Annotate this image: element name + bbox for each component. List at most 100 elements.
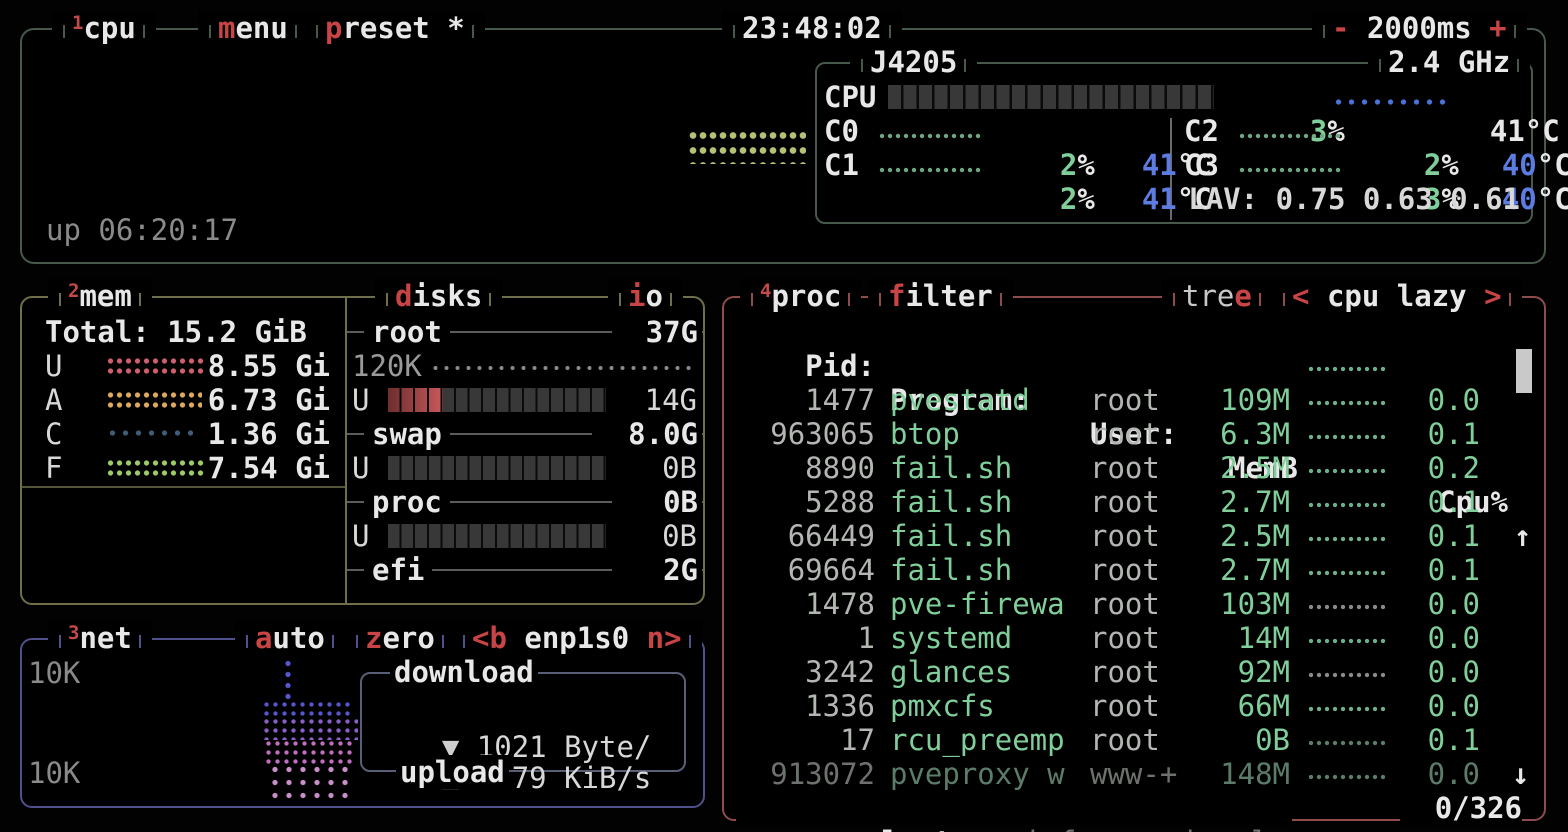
process-row[interactable]: 1477 pvestatd root 109M 0.0 <box>722 349 1542 417</box>
efi-rule <box>347 569 703 571</box>
core3-graph <box>1238 164 1344 174</box>
proc-cpu-graph <box>1307 635 1385 645</box>
sort-ascending-icon[interactable]: ↑ <box>1514 519 1532 553</box>
proc-cpu-graph <box>1307 567 1385 577</box>
mem-cached-value: 1.36 Gi <box>207 417 330 451</box>
disk-proc-meter <box>388 524 606 548</box>
cpu-frequency-chip: 2.4 GHz <box>1368 45 1531 79</box>
mem-used-value: 8.55 Gi <box>207 349 330 383</box>
process-row[interactable]: 963065 btop root 6.3M 0.1 <box>722 383 1542 451</box>
net-upload-graph <box>264 739 354 764</box>
core2-graph <box>1238 130 1344 140</box>
net-scale-top: 10K <box>28 656 81 690</box>
net-tab-number: 3 <box>68 622 80 644</box>
cpu-model-chip: J4205 <box>850 45 978 79</box>
net-download-graph <box>262 700 354 718</box>
tab-disks[interactable]: d isks <box>375 279 503 313</box>
mem-free-graph <box>106 458 206 478</box>
core3-temp: 40°C <box>1501 182 1568 216</box>
proc-cpu-graph <box>1307 771 1385 781</box>
core1-label: C1 <box>824 148 859 182</box>
core-column-divider <box>1170 118 1172 220</box>
disk-swap-used: 0B <box>662 451 697 485</box>
process-row[interactable]: 69664 fail.sh root 2.7M 0.1 <box>722 519 1542 587</box>
proc-scrollbar-thumb[interactable] <box>1516 349 1532 393</box>
tab-cpu[interactable]: 1 cpu <box>52 11 156 45</box>
mem-cached-graph <box>106 427 198 437</box>
net-upload-graph-tail <box>268 763 348 799</box>
cpu-temp-graph <box>1332 96 1446 106</box>
disk-swap-meter <box>388 456 606 480</box>
col-program[interactable]: Program: <box>890 383 1030 417</box>
process-row[interactable]: 17 rcu_preemp root 0B 0.1 <box>722 689 1542 757</box>
tab-net[interactable]: 3 net <box>48 621 152 655</box>
net-zero-button[interactable]: z ero <box>345 621 455 655</box>
iface-prev-button[interactable]: <b <box>472 621 507 655</box>
disk-efi-size: 2G <box>612 553 702 587</box>
scroll-down-icon[interactable]: ↓ <box>1512 757 1530 791</box>
col-user[interactable]: User: <box>1090 417 1178 451</box>
sort-selector: < cpu lazy > <box>1272 279 1522 313</box>
process-row[interactable]: 1336 pmxcfs root 66M 0.0 <box>722 655 1542 723</box>
process-row[interactable]: 913072 pveproxy w www-+ 148M 0.0 <box>722 723 1542 791</box>
process-row[interactable]: 66449 fail.sh root 2.5M 0.1 <box>722 485 1542 553</box>
proc-cpu-graph <box>1307 465 1385 475</box>
disk-root-name: root <box>364 315 450 349</box>
tab-proc[interactable]: 4 proc <box>740 279 862 313</box>
process-row[interactable]: 8890 fail.sh root 2.5M 0.2 <box>722 417 1542 485</box>
core0-percent: 2% <box>1059 148 1095 182</box>
filter-button[interactable]: f ilter <box>868 279 1013 313</box>
update-interval: - 2000ms + <box>1312 11 1527 45</box>
col-mem[interactable]: MemB <box>1228 451 1298 485</box>
col-pid[interactable]: Pid: <box>805 349 875 383</box>
signals-button[interactable]: signals <box>1088 791 1293 832</box>
mem-free-value: 7.54 Gi <box>207 451 330 485</box>
preset-button[interactable]: p reset * <box>305 11 485 45</box>
proc-table-header: Pid: Program: User: MemB Cpu% ↑ <box>722 315 1542 553</box>
interval-decrease-button[interactable]: - <box>1332 11 1350 45</box>
core0-label: C0 <box>824 114 859 148</box>
disk-root-used-label: U <box>352 383 370 417</box>
disk-swap-used-label: U <box>352 451 370 485</box>
process-row[interactable]: 5288 fail.sh root 2.7M 0.1 <box>722 451 1542 519</box>
download-rate: ▼ 1021 Byte/ <box>441 730 652 764</box>
menu-button[interactable]: m enu <box>198 11 308 45</box>
mem-used-label: U <box>45 349 63 383</box>
mem-disks-box <box>20 296 705 605</box>
process-row[interactable]: 1478 pve-firewa root 103M 0.0 <box>722 553 1542 621</box>
proc-tab-number: 4 <box>760 280 772 302</box>
interval-increase-button[interactable]: + <box>1489 11 1507 45</box>
net-interface-switcher: <b enp1s0 n> <box>452 621 702 655</box>
menu-hotkey: m <box>218 11 236 45</box>
mem-used-graph <box>106 356 206 376</box>
swap-rule <box>347 433 703 435</box>
proc-cpu-graph <box>1307 669 1385 679</box>
interval-value <box>1349 13 1366 43</box>
process-row[interactable]: 3242 glances root 92M 0.0 <box>722 621 1542 689</box>
net-auto-button[interactable]: a uto <box>235 621 345 655</box>
load-average: LAV: 0.75 0.63 0.61 <box>1188 182 1520 216</box>
mem-tab-label: mem <box>79 279 132 313</box>
cpu-total-label: CPU <box>824 80 877 114</box>
tree-button[interactable]: tre e <box>1162 279 1272 313</box>
iface-next-button[interactable]: n> <box>646 621 682 655</box>
core3-percent: 3% <box>1423 182 1459 216</box>
tab-mem[interactable]: 2 mem <box>48 279 152 313</box>
proc-tab-label: proc <box>771 279 842 313</box>
clock: 23:48:02 <box>722 11 902 45</box>
mem-available-value: 6.73 Gi <box>207 383 330 417</box>
col-cpu[interactable]: Cpu% <box>1438 485 1508 519</box>
sort-prev-button[interactable]: < <box>1292 279 1310 313</box>
interval-ms: 2000ms <box>1366 11 1472 45</box>
disk-proc-size: 0B <box>612 485 702 519</box>
mem-cached-label: C <box>45 417 63 451</box>
core2-percent: 2% <box>1423 148 1459 182</box>
core1-percent: 2% <box>1059 182 1095 216</box>
sort-next-button[interactable]: > <box>1484 279 1502 313</box>
process-row[interactable]: 1 systemd root 14M 0.0 <box>722 587 1542 655</box>
core0-temp: 41°C <box>1141 148 1212 182</box>
proc-cpu-graph <box>1307 431 1385 441</box>
net-download-graph-spike <box>282 658 294 702</box>
